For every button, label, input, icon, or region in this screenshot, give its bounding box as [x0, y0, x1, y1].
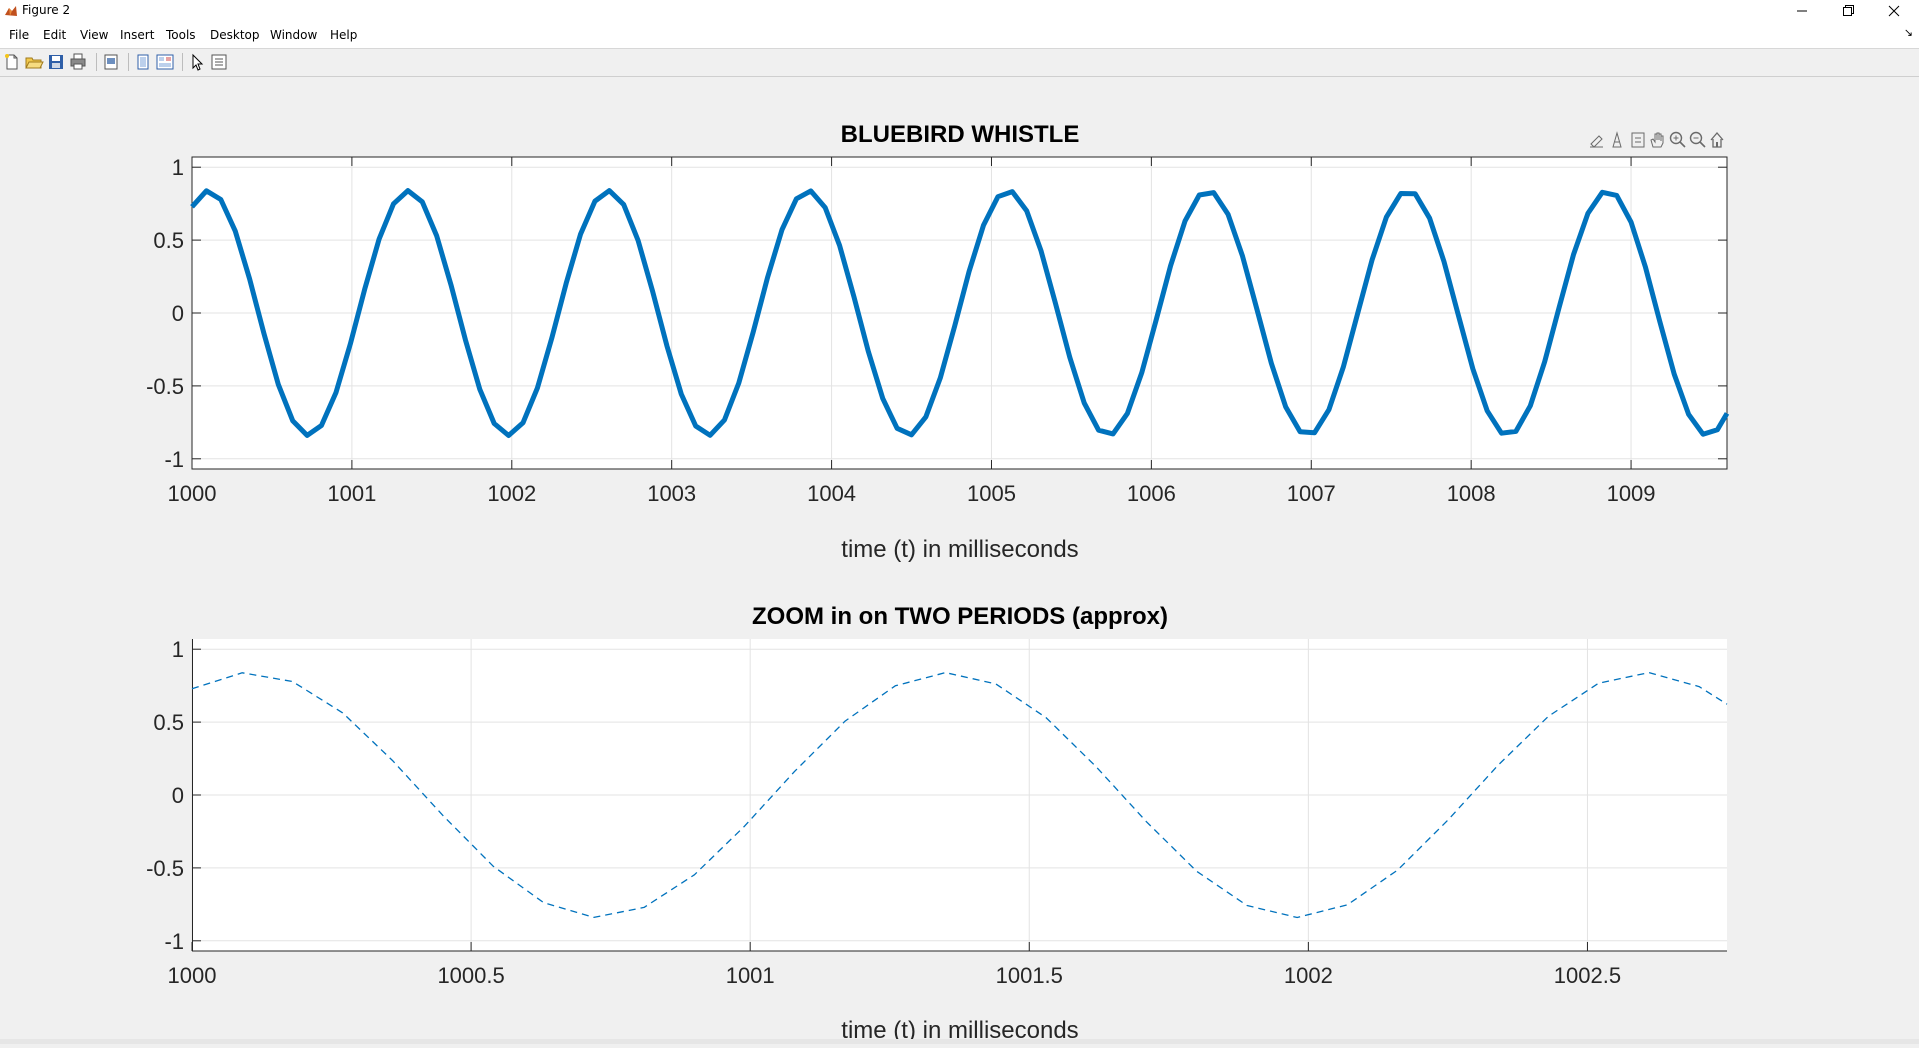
xtick-label: 1001 [327, 481, 376, 506]
xtick-label: 1000.5 [437, 963, 504, 988]
axes2-series-line [191, 671, 1728, 919]
axes2-title: ZOOM in on TWO PERIODS (approx) [752, 603, 1168, 630]
ytick-label: -0.5 [146, 374, 184, 399]
menu-tools[interactable]: Tools [166, 28, 196, 42]
axes-bluebird-whistle[interactable]: 1000 1001 1002 1003 1004 1005 1006 1007 1008 1009… [146, 121, 1730, 563]
axes1-box [191, 156, 1728, 470]
axes1-tick-labels: 1000 1001 1002 1003 1004 1005 1006 1007 1008 1009… [146, 155, 1655, 506]
close-icon [1888, 5, 1900, 17]
axes1-xlabel: time (t) in milliseconds [841, 536, 1078, 563]
show-plot-tools-icon[interactable] [155, 52, 175, 72]
xtick-label: 1002 [487, 481, 536, 506]
ytick-label: 1 [172, 637, 184, 662]
xtick-label: 1002.5 [1554, 963, 1621, 988]
zoom-in-icon[interactable] [1669, 131, 1686, 148]
menu-insert[interactable]: Insert [120, 28, 155, 42]
brush-icon[interactable] [1590, 135, 1603, 148]
ytick-label: 0 [172, 301, 184, 326]
close-button[interactable] [1871, 0, 1917, 22]
pan-hand-icon[interactable] [1650, 132, 1664, 148]
figure-toolbar [0, 49, 1919, 77]
menu-desktop[interactable]: Desktop [210, 28, 260, 42]
menu-edit[interactable]: Edit [43, 28, 67, 42]
figure-plot-area: 1000 1001 1002 1003 1004 1005 1006 1007 1008 1009… [146, 121, 1730, 1044]
new-figure-icon[interactable] [2, 52, 22, 72]
ytick-label: -1 [164, 447, 184, 472]
axes2-box [192, 639, 1727, 952]
xtick-label: 1001.5 [996, 963, 1063, 988]
menu-bar: File Edit View Insert Tools Desktop Wind… [0, 22, 1919, 49]
zoom-out-icon[interactable] [1689, 131, 1706, 148]
xtick-label: 1007 [1287, 481, 1336, 506]
menu-view[interactable]: View [80, 28, 109, 42]
xtick-label: 1004 [807, 481, 856, 506]
xtick-label: 1008 [1447, 481, 1496, 506]
series-polyline [191, 671, 1728, 919]
ytick-label: 0 [172, 783, 184, 808]
window-title-bar: Figure 2 [0, 0, 1919, 22]
axes2-tick-labels: 1000 1000.5 1001 1001.5 1002 1002.5 1 0.5 0 -0.5 -… [146, 637, 1621, 988]
xtick-label: 1009 [1607, 481, 1656, 506]
xtick-label: 1003 [647, 481, 696, 506]
ytick-label: -1 [164, 929, 184, 954]
minimize-icon [1797, 10, 1807, 12]
xtick-label: 1005 [967, 481, 1016, 506]
axes1-series-line [190, 188, 1730, 438]
xtick-label: 1000 [168, 481, 217, 506]
open-file-icon[interactable] [24, 52, 44, 72]
minimize-button[interactable] [1779, 0, 1825, 22]
axes-toolbar [1590, 131, 1724, 148]
xtick-label: 1001 [726, 963, 775, 988]
ytick-label: -0.5 [146, 856, 184, 881]
rotate-icon[interactable] [1631, 132, 1645, 148]
save-icon[interactable] [46, 52, 66, 72]
axes-zoom-two-periods[interactable]: 1000 1000.5 1001 1001.5 1002 1002.5 1 0.5 0 -0.5 -… [146, 603, 1728, 1044]
home-restore-icon[interactable] [1710, 132, 1724, 148]
window-title: Figure 2 [22, 3, 71, 17]
data-tips-icon[interactable] [1612, 131, 1622, 148]
figure-canvas: 1000 1001 1002 1003 1004 1005 1006 1007 1008 1009… [0, 77, 1919, 1044]
xtick-label: 1000 [168, 963, 217, 988]
axes1-title: BLUEBIRD WHISTLE [841, 121, 1080, 148]
ytick-label: 1 [172, 155, 184, 180]
restore-button[interactable] [1825, 0, 1871, 22]
series-polyline [190, 188, 1730, 438]
print-icon[interactable] [68, 52, 88, 72]
xtick-label: 1006 [1127, 481, 1176, 506]
status-strip [0, 1039, 1919, 1044]
edit-plot-arrow-icon[interactable] [187, 52, 207, 72]
restore-icon [1843, 5, 1854, 16]
hide-plot-tools-icon[interactable] [133, 52, 153, 72]
xtick-label: 1002 [1284, 963, 1333, 988]
property-inspector-icon[interactable] [209, 52, 229, 72]
menu-window[interactable]: Window [270, 28, 318, 42]
print-preview-icon[interactable] [101, 52, 121, 72]
menu-file[interactable]: File [9, 28, 30, 42]
matlab-app-icon [5, 6, 17, 16]
menu-help[interactable]: Help [330, 28, 358, 42]
ytick-label: 0.5 [153, 228, 184, 253]
dock-arrow-icon[interactable]: ↘ [1903, 26, 1913, 39]
ytick-label: 0.5 [153, 710, 184, 735]
